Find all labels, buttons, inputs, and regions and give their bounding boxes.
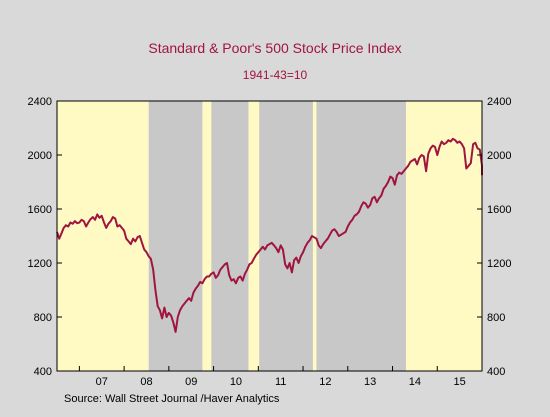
y-tick-label-right: 800 <box>487 312 505 324</box>
y-tick-label-left: 2400 <box>28 96 52 108</box>
y-tick-label-right: 2400 <box>487 96 511 108</box>
y-tick-label-left: 800 <box>34 312 52 324</box>
shaded-period-2 <box>211 101 248 371</box>
x-tick-label: 13 <box>364 376 376 388</box>
chart-subtitle: 1941-43=10 <box>243 68 308 82</box>
x-tick-label: 08 <box>140 376 152 388</box>
y-tick-label-left: 2000 <box>28 150 52 162</box>
x-tick-label: 10 <box>230 376 242 388</box>
y-tick-label-left: 1200 <box>28 258 52 270</box>
x-tick-label: 09 <box>185 376 197 388</box>
x-tick-label: 12 <box>319 376 331 388</box>
y-tick-label-right: 1200 <box>487 258 511 270</box>
y-tick-label-right: 400 <box>487 366 505 378</box>
y-tick-label-right: 2000 <box>487 150 511 162</box>
shaded-period-3 <box>259 101 313 371</box>
chart-title: Standard & Poor's 500 Stock Price Index <box>148 40 401 56</box>
y-tick-label-left: 400 <box>34 366 52 378</box>
source-note: Source: Wall Street Journal /Haver Analy… <box>64 393 280 405</box>
y-tick-label-left: 1600 <box>28 204 52 216</box>
x-tick-label: 14 <box>409 376 421 388</box>
x-tick-label: 15 <box>454 376 466 388</box>
y-tick-label-right: 1600 <box>487 204 511 216</box>
x-tick-label: 07 <box>96 376 108 388</box>
recession-shading-group <box>149 101 406 371</box>
x-tick-label: 11 <box>275 376 286 388</box>
